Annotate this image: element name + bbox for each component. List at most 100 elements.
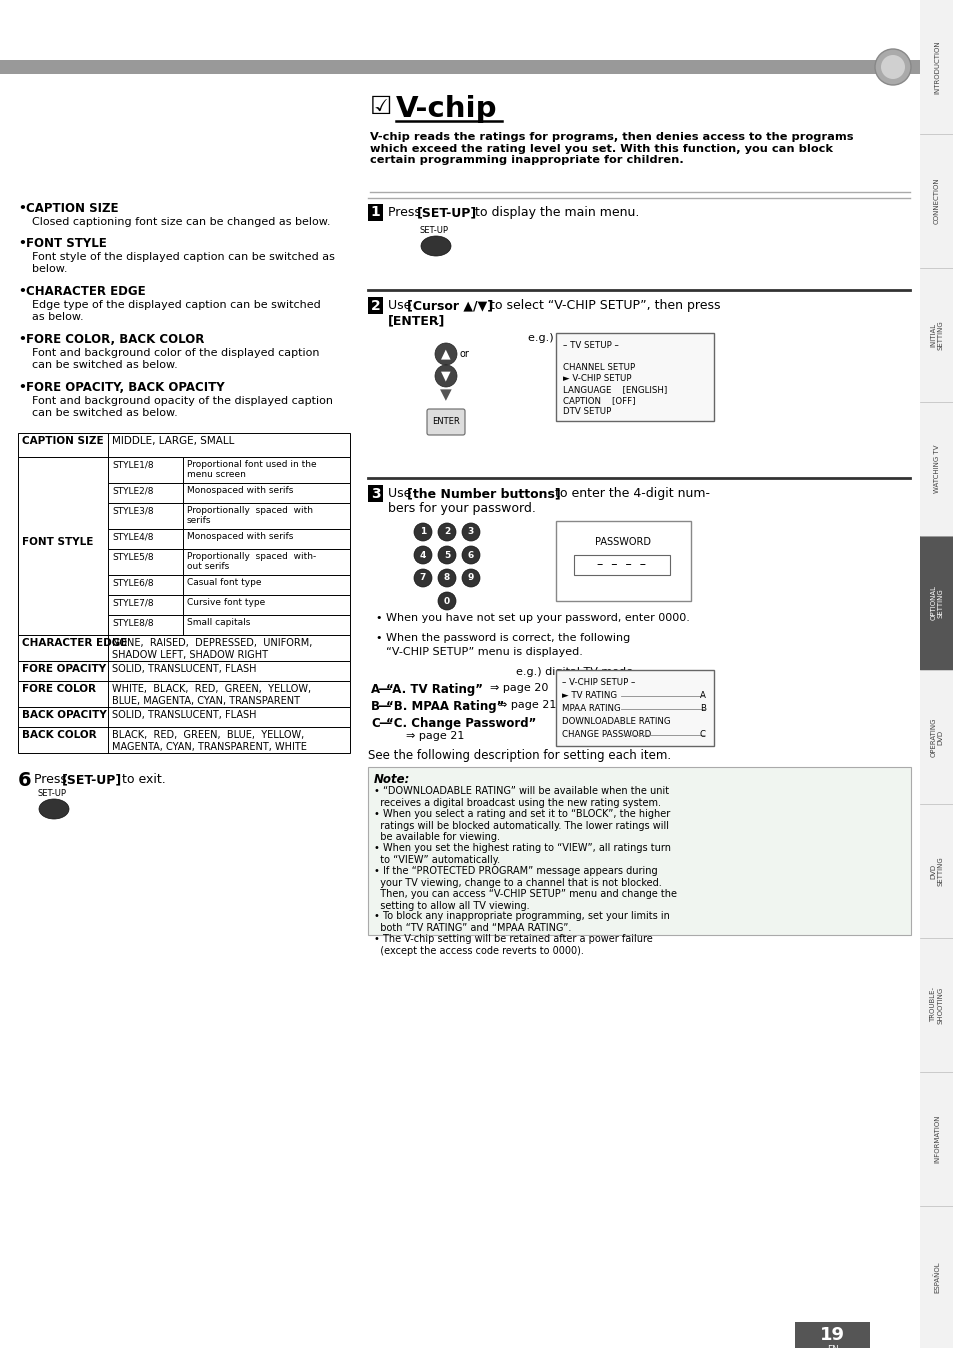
Text: DVD
SETTING: DVD SETTING: [929, 856, 943, 886]
Text: • To block any inappropriate programming, set your limits in
  both “TV RATING” : • To block any inappropriate programming…: [374, 911, 669, 933]
Text: [ENTER]: [ENTER]: [388, 314, 445, 328]
Text: DTV SETUP: DTV SETUP: [562, 407, 611, 417]
Bar: [368, 297, 382, 314]
Bar: [368, 767, 910, 936]
Bar: [108, 549, 183, 576]
Text: Casual font type: Casual font type: [187, 578, 261, 586]
Text: Proportionally  spaced  with
serifs: Proportionally spaced with serifs: [187, 506, 313, 526]
Text: CHANNEL SETUP: CHANNEL SETUP: [562, 363, 635, 372]
Text: Press: Press: [34, 772, 71, 786]
Bar: [919, 133, 953, 268]
Text: FORE OPACITY: FORE OPACITY: [22, 665, 106, 674]
Bar: [183, 457, 350, 483]
Bar: [108, 483, 183, 503]
Text: 4: 4: [419, 550, 426, 559]
Ellipse shape: [420, 236, 451, 256]
Bar: [919, 670, 953, 803]
Circle shape: [461, 569, 479, 586]
Text: 1: 1: [419, 527, 426, 537]
Text: ⇒ page 21: ⇒ page 21: [497, 700, 556, 710]
Text: “C. Change Password”: “C. Change Password”: [386, 717, 536, 731]
Text: – V-CHIP SETUP –: – V-CHIP SETUP –: [561, 678, 635, 687]
Text: 2: 2: [443, 527, 450, 537]
Text: MPAA RATING: MPAA RATING: [561, 704, 620, 713]
Text: SET-UP: SET-UP: [419, 226, 449, 235]
Text: • When the password is correct, the following: • When the password is correct, the foll…: [375, 634, 630, 643]
Bar: [183, 503, 350, 528]
Text: FORE COLOR: FORE COLOR: [22, 683, 96, 694]
Text: •: •: [18, 284, 26, 298]
Text: SET-UP: SET-UP: [38, 789, 67, 798]
Text: “A. TV Rating”: “A. TV Rating”: [386, 683, 482, 696]
Text: CHARACTER EDGE: CHARACTER EDGE: [22, 638, 128, 648]
Text: Proportionally  spaced  with-
out serifs: Proportionally spaced with- out serifs: [187, 551, 315, 572]
Text: ► TV RATING: ► TV RATING: [561, 692, 617, 700]
Text: 19: 19: [820, 1326, 844, 1344]
Text: [Cursor ▲/▼]: [Cursor ▲/▼]: [407, 299, 493, 311]
Text: Use: Use: [388, 487, 415, 500]
Text: TROUBLE-
SHOOTING: TROUBLE- SHOOTING: [929, 987, 943, 1023]
Text: • The V-chip setting will be retained after a power failure
  (except the access: • The V-chip setting will be retained af…: [374, 934, 652, 956]
Text: • When you select a rating and set it to “BLOCK”, the higher
  ratings will be b: • When you select a rating and set it to…: [374, 809, 670, 842]
Text: CHANGE PASSWORD: CHANGE PASSWORD: [561, 731, 651, 739]
Text: ENTER: ENTER: [432, 418, 459, 426]
Text: INTRODUCTION: INTRODUCTION: [933, 40, 939, 94]
Text: 8: 8: [443, 573, 450, 582]
Text: “V-CHIP SETUP” menu is displayed.: “V-CHIP SETUP” menu is displayed.: [386, 647, 582, 656]
Bar: [18, 433, 108, 457]
Bar: [919, 803, 953, 938]
Text: Monospaced with serifs: Monospaced with serifs: [187, 487, 294, 495]
Text: 3: 3: [467, 527, 474, 537]
Text: • When you have not set up your password, enter 0000.: • When you have not set up your password…: [375, 613, 689, 623]
Bar: [556, 333, 713, 421]
Text: Small capitals: Small capitals: [187, 617, 250, 627]
Circle shape: [437, 592, 456, 611]
Text: Monospaced with serifs: Monospaced with serifs: [187, 532, 294, 541]
FancyBboxPatch shape: [427, 408, 464, 435]
Bar: [919, 402, 953, 537]
Bar: [18, 706, 350, 727]
Text: STYLE1/8: STYLE1/8: [112, 460, 153, 469]
Text: MIDDLE, LARGE, SMALL: MIDDLE, LARGE, SMALL: [112, 435, 234, 446]
Text: – TV SETUP –: – TV SETUP –: [562, 341, 618, 350]
Text: INITIAL
SETTING: INITIAL SETTING: [929, 319, 943, 350]
Text: FONT STYLE: FONT STYLE: [22, 537, 93, 547]
Bar: [368, 485, 382, 501]
Text: 1: 1: [370, 205, 380, 220]
Ellipse shape: [435, 342, 456, 365]
Circle shape: [414, 523, 432, 541]
Text: ⇒ page 21: ⇒ page 21: [406, 731, 464, 741]
Bar: [108, 576, 183, 594]
Text: STYLE7/8: STYLE7/8: [112, 599, 153, 607]
Text: bers for your password.: bers for your password.: [388, 501, 536, 515]
Text: BACK OPACITY: BACK OPACITY: [22, 710, 107, 720]
Text: Font and background color of the displayed caption
can be switched as below.: Font and background color of the display…: [32, 348, 319, 369]
Text: 2: 2: [370, 298, 380, 313]
Bar: [919, 268, 953, 402]
Text: •: •: [18, 237, 26, 249]
Text: Font and background opacity of the displayed caption
can be switched as below.: Font and background opacity of the displ…: [32, 396, 333, 418]
Circle shape: [437, 523, 456, 541]
Text: Closed captioning font size can be changed as below.: Closed captioning font size can be chang…: [32, 217, 330, 226]
Text: STYLE5/8: STYLE5/8: [112, 551, 153, 561]
Text: B―: B―: [371, 700, 392, 713]
Text: “B. MPAA Rating”: “B. MPAA Rating”: [386, 700, 504, 713]
Text: BLACK,  RED,  GREEN,  BLUE,  YELLOW,
MAGENTA, CYAN, TRANSPARENT, WHITE: BLACK, RED, GREEN, BLUE, YELLOW, MAGENTA…: [112, 731, 307, 752]
Text: LANGUAGE    [ENGLISH]: LANGUAGE [ENGLISH]: [562, 386, 666, 394]
Text: Font style of the displayed caption can be switched as
below.: Font style of the displayed caption can …: [32, 252, 335, 274]
Text: to exit.: to exit.: [118, 772, 166, 786]
Text: ▲: ▲: [440, 348, 451, 360]
Text: e.g.) digital TV mode: e.g.) digital TV mode: [527, 333, 644, 342]
Text: •: •: [18, 333, 26, 346]
Text: OPTIONAL
SETTING: OPTIONAL SETTING: [929, 585, 943, 620]
Bar: [108, 457, 183, 483]
Circle shape: [880, 55, 904, 80]
Bar: [919, 1072, 953, 1206]
Text: to enter the 4-digit num-: to enter the 4-digit num-: [551, 487, 709, 500]
Bar: [919, 1206, 953, 1348]
Text: • If the “PROTECTED PROGRAM” message appears during
  your TV viewing, change to: • If the “PROTECTED PROGRAM” message app…: [374, 865, 677, 911]
Bar: [183, 483, 350, 503]
Circle shape: [461, 523, 479, 541]
Bar: [183, 549, 350, 576]
Text: or: or: [459, 349, 470, 359]
